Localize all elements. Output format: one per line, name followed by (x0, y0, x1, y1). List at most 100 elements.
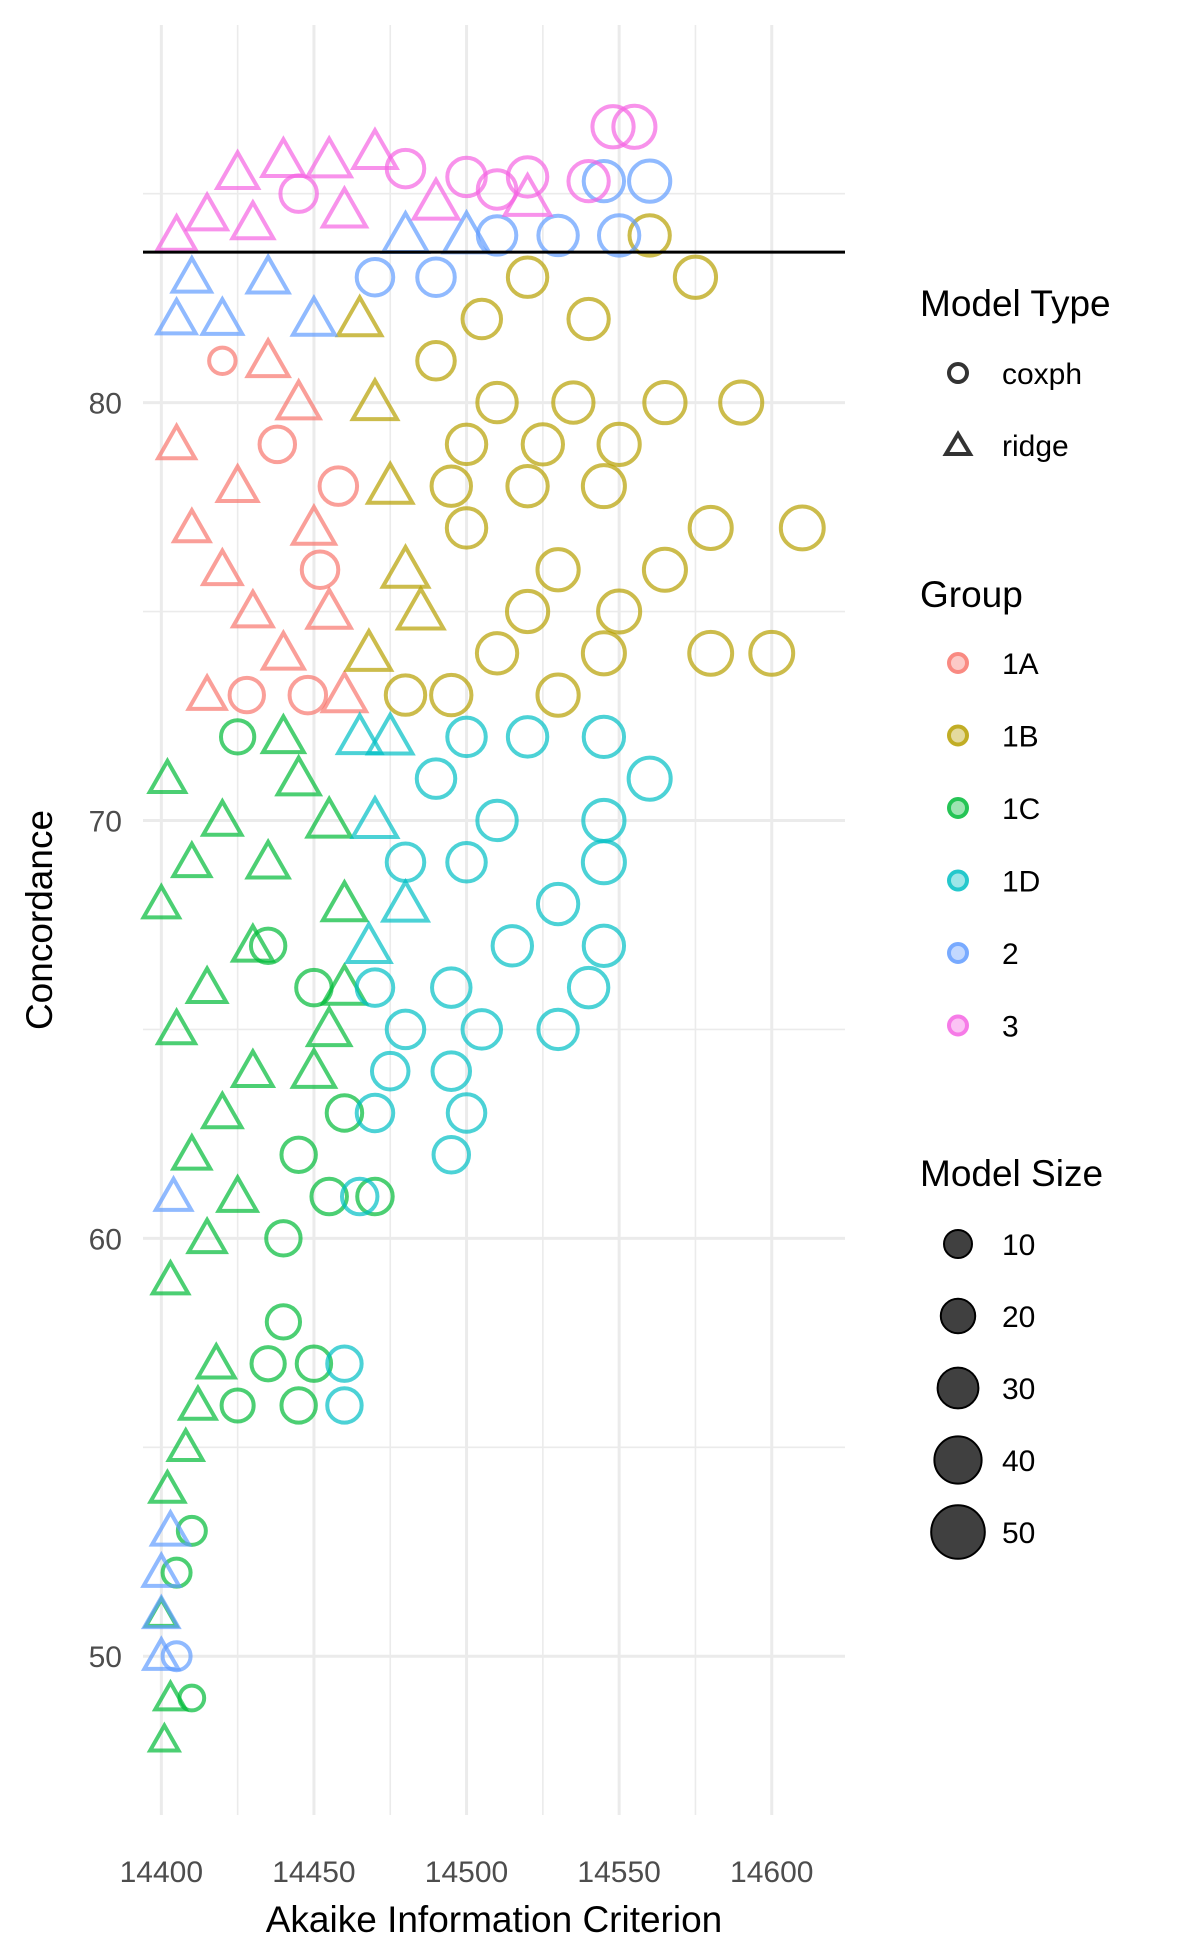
point-3 (384, 147, 427, 190)
legend-title-group: Group (920, 574, 1023, 615)
point-3 (445, 155, 488, 199)
point-1C (279, 1386, 318, 1425)
legend-label-size-10: 10 (1002, 1229, 1035, 1262)
legend-key-ridge (942, 430, 974, 456)
legend-key-group-1A (947, 652, 969, 674)
point-1B (535, 672, 581, 718)
point-1D (384, 841, 427, 884)
x-tick-label: 14450 (272, 1856, 355, 1889)
point-1B (718, 379, 765, 426)
point-3 (319, 184, 370, 229)
y-tick-label: 80 (89, 388, 122, 421)
point-1C (248, 926, 288, 966)
point-1C (244, 837, 292, 880)
point-1C (279, 1135, 318, 1174)
point-1C (229, 922, 277, 963)
point-1D (490, 924, 535, 968)
legend-label-group-1C: 1C (1002, 793, 1040, 826)
point-1B (334, 293, 385, 338)
point-1B (343, 627, 395, 672)
point-1C (146, 1721, 183, 1753)
legend-label-size-40: 40 (1002, 1445, 1035, 1478)
point-1A (304, 585, 355, 630)
point-1C (169, 1132, 214, 1171)
point-1B (364, 460, 416, 505)
point-1A (257, 424, 298, 465)
point-1C (146, 756, 189, 794)
point-1D (475, 798, 519, 843)
point-2 (627, 158, 673, 204)
data-points (140, 103, 826, 1753)
legend-key-coxph (947, 362, 969, 384)
point-2 (169, 254, 215, 294)
point-1A (154, 421, 199, 461)
point-1B (505, 255, 550, 299)
point-1D (460, 1008, 504, 1051)
point-1B (460, 297, 504, 341)
point-1B (444, 506, 489, 550)
point-1B (429, 464, 473, 508)
y-tick-label: 50 (89, 1641, 122, 1674)
point-1C (176, 1383, 220, 1421)
point-1A (199, 546, 245, 587)
point-1C (199, 1089, 245, 1130)
legend-key-size-10 (943, 1229, 973, 1259)
point-1C (177, 1683, 207, 1713)
point-1D (505, 715, 550, 759)
point-2 (354, 256, 396, 298)
point-2 (160, 1640, 193, 1673)
point-3 (154, 212, 200, 252)
point-1D (430, 1050, 473, 1092)
point-2 (536, 213, 580, 258)
legend-key-group-2 (947, 942, 969, 964)
point-1C (199, 797, 245, 837)
point-1B (596, 588, 643, 635)
point-3 (505, 155, 550, 199)
legend-label-group-3: 3 (1002, 1011, 1019, 1044)
point-1C (274, 753, 324, 797)
point-1C (218, 718, 257, 756)
point-1B (535, 547, 581, 593)
legend-key-group-1B (947, 724, 969, 747)
point-1C (304, 1004, 354, 1048)
point-1C (185, 1215, 229, 1255)
legend-key-size-40 (933, 1435, 983, 1485)
point-1B (778, 504, 826, 552)
point-1B (642, 379, 688, 426)
point-1D (364, 710, 416, 756)
point-1D (535, 881, 581, 927)
point-1B (641, 546, 688, 593)
legend-label-size-30: 30 (1002, 1373, 1035, 1406)
point-1D (354, 1092, 396, 1134)
point-1A (259, 628, 308, 671)
point-3 (349, 126, 400, 171)
point-1D (581, 923, 627, 968)
point-1B (504, 588, 551, 635)
point-1A (214, 462, 261, 503)
point-1D (325, 1386, 364, 1425)
point-3 (304, 134, 355, 179)
x-tick-label: 14550 (577, 1856, 660, 1889)
x-axis-ticks: 14400 14450 14500 14550 14600 (120, 1856, 814, 1889)
point-1C (175, 1514, 208, 1547)
point-2 (140, 1550, 183, 1588)
point-1B (627, 213, 672, 258)
point-3 (258, 135, 308, 178)
point-1B (429, 672, 474, 718)
x-tick-label: 14500 (425, 1856, 508, 1889)
point-1C (264, 1219, 303, 1258)
point-1D (369, 1050, 411, 1092)
y-tick-label: 60 (89, 1223, 122, 1256)
point-1D (334, 711, 385, 756)
point-1C (259, 712, 308, 755)
point-1B (596, 421, 642, 467)
point-1B (748, 629, 796, 677)
point-1B (580, 463, 627, 510)
point-1B (394, 584, 447, 631)
point-1D (414, 757, 458, 800)
point-2 (244, 252, 292, 295)
point-1B (505, 463, 550, 509)
point-3 (278, 173, 319, 214)
point-1C (154, 1006, 199, 1046)
